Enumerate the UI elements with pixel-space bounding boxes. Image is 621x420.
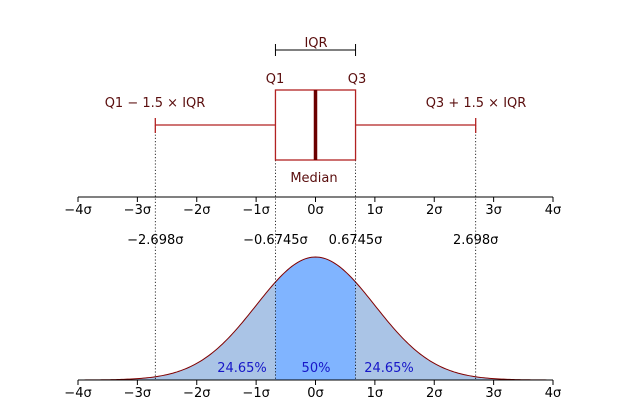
center-area (275, 257, 356, 380)
top-axis-tick-label-8: 4σ (545, 203, 562, 218)
bottom-axis-tick-label-2: −2σ (183, 386, 210, 401)
top-axis-tick-label-2: −2σ (183, 203, 210, 218)
iqr-label: IQR (304, 36, 327, 51)
bottom-axis-tick-label-8: 4σ (545, 386, 562, 401)
bottom-axis-tick-label-1: −3σ (124, 386, 151, 401)
normal-curve-line (77, 256, 554, 381)
right-tail-percent: 24.65% (364, 361, 414, 376)
marker-label-1: −0.6745σ (243, 233, 308, 248)
guide-lines (154, 125, 477, 380)
marker-label-3: 2.698σ (453, 233, 498, 248)
bottom-axis-tick-label-0: −4σ (64, 386, 91, 401)
top-axis-tick-label-6: 2σ (426, 203, 443, 218)
top-axis-tick-label-5: 1σ (367, 203, 384, 218)
upper-fence-label: Q3 + 1.5 × IQR (426, 96, 527, 111)
bottom-axis-tick-label-5: 1σ (367, 386, 384, 401)
bottom-axis-tick-label-6: 2σ (426, 386, 443, 401)
marker-label-2: 0.6745σ (329, 233, 383, 248)
top-axis-tick-label-0: −4σ (64, 203, 91, 218)
iqr-bracket (274, 44, 357, 56)
bottom-axis: −4σ −3σ −2σ −1σ 0σ 1σ 2σ 3σ 4σ (64, 379, 562, 401)
normal-curve-group (77, 256, 554, 381)
q3-label: Q3 (348, 72, 367, 87)
top-axis: −4σ −3σ −2σ −1σ 0σ 1σ 2σ 3σ 4σ (64, 196, 562, 218)
top-axis-tick-label-7: 3σ (485, 203, 502, 218)
bottom-axis-tick-label-4: 0σ (307, 386, 324, 401)
top-axis-tick-label-1: −3σ (124, 203, 151, 218)
top-axis-tick-label-3: −1σ (242, 203, 269, 218)
marker-label-0: −2.698σ (127, 233, 183, 248)
center-percent: 50% (302, 361, 331, 376)
marker-labels: −2.698σ −0.6745σ 0.6745σ 2.698σ (127, 233, 498, 248)
box-plot (154, 89, 477, 161)
left-tail-percent: 24.65% (217, 361, 267, 376)
left-tail-area (78, 282, 276, 380)
q1-label: Q1 (266, 72, 285, 87)
top-axis-tick-label-4: 0σ (307, 203, 324, 218)
median-label: Median (290, 171, 337, 186)
right-tail-area (355, 282, 553, 380)
bottom-axis-tick-label-7: 3σ (485, 386, 502, 401)
lower-fence-label: Q1 − 1.5 × IQR (105, 96, 206, 111)
bottom-axis-tick-label-3: −1σ (242, 386, 269, 401)
